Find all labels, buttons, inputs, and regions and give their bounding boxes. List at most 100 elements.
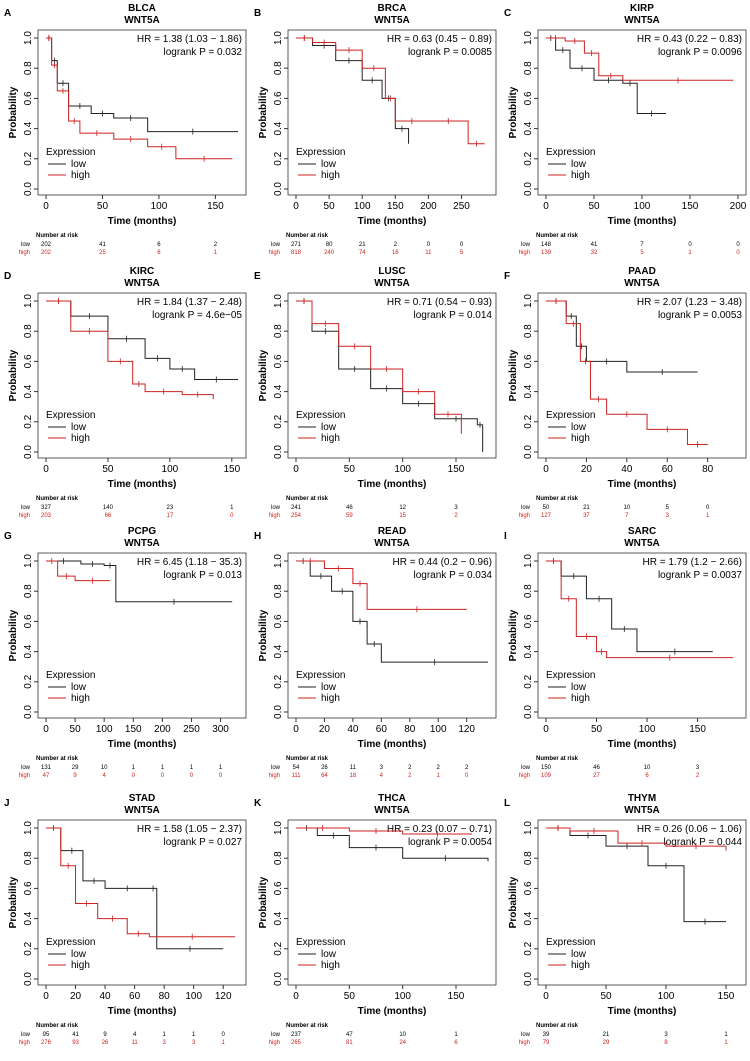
legend-title: Expression bbox=[546, 410, 595, 421]
y-tick-label: 0.8 bbox=[273, 61, 284, 75]
x-axis-label: Time (months) bbox=[358, 479, 427, 490]
y-tick-label: 0.8 bbox=[23, 61, 34, 75]
x-tick-label: 50 bbox=[324, 201, 336, 212]
legend-label-low: low bbox=[321, 159, 337, 170]
x-tick-label: 0 bbox=[43, 201, 49, 212]
x-tick-label: 0 bbox=[543, 201, 549, 212]
km-curve-high bbox=[46, 300, 214, 400]
panel-subtitle: WNT5A bbox=[374, 15, 410, 26]
risk-row-label-low: low bbox=[21, 1032, 31, 1038]
panel-subtitle: WNT5A bbox=[374, 538, 410, 549]
panel-letter: J bbox=[4, 798, 10, 809]
hazard-ratio: HR = 0.43 (0.22 − 0.83) bbox=[637, 34, 742, 45]
y-tick-label: 0.8 bbox=[23, 851, 34, 865]
risk-value-high: 3 bbox=[192, 1040, 196, 1046]
risk-value-low: 2 bbox=[465, 765, 469, 771]
x-tick-label: 150 bbox=[718, 991, 735, 1002]
x-tick-label: 50 bbox=[344, 464, 356, 475]
risk-value-low: 1 bbox=[724, 1032, 728, 1038]
legend-label-low: low bbox=[321, 949, 337, 960]
km-curve-low bbox=[296, 827, 489, 862]
risk-value-low: 2 bbox=[408, 765, 412, 771]
y-tick-label: 0.6 bbox=[523, 614, 534, 628]
y-tick-label: 0.6 bbox=[523, 881, 534, 895]
risk-value-low: 95 bbox=[43, 1032, 50, 1038]
panel-subtitle: WNT5A bbox=[124, 15, 160, 26]
x-axis-label: Time (months) bbox=[358, 739, 427, 750]
legend-label-low: low bbox=[571, 159, 587, 170]
panel-letter: K bbox=[254, 798, 262, 809]
x-tick-label: 50 bbox=[102, 464, 114, 475]
plot-frame bbox=[37, 292, 247, 459]
risk-row-label-high: high bbox=[19, 250, 30, 256]
x-tick-label: 80 bbox=[159, 991, 171, 1002]
y-tick-label: 0.2 bbox=[523, 941, 534, 955]
y-tick-label: 0.2 bbox=[23, 674, 34, 688]
x-tick-label: 250 bbox=[453, 201, 470, 212]
y-tick-label: 0.0 bbox=[523, 705, 534, 719]
risk-value-high: 32 bbox=[591, 250, 598, 256]
legend-label-low: low bbox=[571, 422, 587, 433]
panel-subtitle: WNT5A bbox=[124, 278, 160, 289]
risk-value-high: 29 bbox=[603, 1040, 610, 1046]
legend-label-high: high bbox=[571, 170, 590, 181]
x-tick-label: 0 bbox=[543, 724, 549, 735]
y-tick-label: 0.8 bbox=[273, 851, 284, 865]
plot-frame bbox=[287, 29, 497, 196]
risk-value-high: 66 bbox=[105, 513, 112, 519]
x-tick-label: 60 bbox=[129, 991, 141, 1002]
risk-value-low: 131 bbox=[41, 765, 52, 771]
x-tick-label: 250 bbox=[183, 724, 200, 735]
x-tick-label: 0 bbox=[43, 991, 49, 1002]
y-tick-label: 0.8 bbox=[523, 324, 534, 338]
x-tick-label: 40 bbox=[621, 464, 633, 475]
risk-value-high: 93 bbox=[72, 1040, 79, 1046]
legend-label-high: high bbox=[71, 170, 90, 181]
y-tick-label: 0.6 bbox=[23, 881, 34, 895]
y-tick-label: 0.4 bbox=[273, 911, 284, 925]
x-tick-label: 100 bbox=[394, 464, 411, 475]
y-tick-label: 0.0 bbox=[273, 182, 284, 196]
risk-value-low: 29 bbox=[72, 765, 79, 771]
legend-title: Expression bbox=[46, 147, 95, 158]
km-curve-high bbox=[296, 300, 462, 434]
x-axis-label: Time (months) bbox=[108, 739, 177, 750]
risk-value-high: 818 bbox=[291, 250, 302, 256]
risk-value-low: 9 bbox=[103, 1032, 107, 1038]
x-tick-label: 100 bbox=[639, 724, 656, 735]
risk-value-high: 109 bbox=[541, 773, 552, 779]
risk-value-low: 202 bbox=[41, 242, 52, 248]
x-tick-label: 120 bbox=[458, 724, 475, 735]
risk-value-high: 0 bbox=[190, 773, 194, 779]
y-tick-label: 0.0 bbox=[523, 972, 534, 986]
risk-table-title: Number at risk bbox=[536, 496, 579, 502]
y-tick-label: 0.6 bbox=[273, 881, 284, 895]
legend-label-high: high bbox=[321, 960, 340, 971]
risk-value-high: 1 bbox=[688, 250, 692, 256]
y-tick-label: 0.2 bbox=[523, 151, 534, 165]
risk-value-high: 0 bbox=[132, 773, 136, 779]
risk-value-low: 46 bbox=[346, 505, 353, 511]
y-axis-label: Probability bbox=[508, 86, 519, 138]
logrank-p: logrank P = 0.0054 bbox=[408, 837, 492, 848]
legend-label-high: high bbox=[71, 693, 90, 704]
panel-title: THYM bbox=[628, 793, 656, 804]
x-tick-label: 100 bbox=[185, 991, 202, 1002]
x-tick-label: 200 bbox=[420, 201, 437, 212]
risk-value-low: 21 bbox=[583, 505, 590, 511]
x-tick-label: 150 bbox=[207, 201, 224, 212]
risk-value-high: 2 bbox=[696, 773, 700, 779]
panel-letter: E bbox=[254, 271, 261, 282]
legend-title: Expression bbox=[546, 937, 595, 948]
risk-value-high: 5 bbox=[460, 250, 464, 256]
y-tick-label: 0.4 bbox=[273, 644, 284, 658]
x-tick-label: 100 bbox=[354, 201, 371, 212]
x-tick-label: 150 bbox=[448, 991, 465, 1002]
plot-frame bbox=[537, 292, 747, 459]
risk-value-low: 10 bbox=[623, 505, 630, 511]
y-tick-label: 0.8 bbox=[273, 584, 284, 598]
